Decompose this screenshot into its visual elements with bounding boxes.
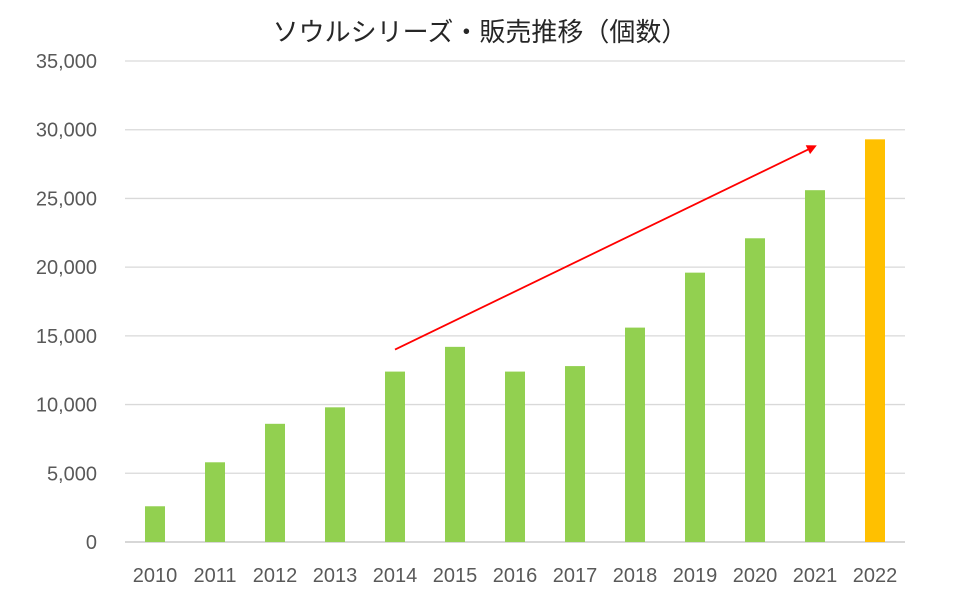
x-tick-label: 2014 bbox=[373, 565, 418, 587]
y-tick-label: 0 bbox=[86, 532, 97, 554]
bar-2014 bbox=[385, 371, 405, 542]
bar-2022 bbox=[865, 139, 885, 542]
x-tick-label: 2012 bbox=[253, 565, 298, 587]
bar-2013 bbox=[325, 407, 345, 542]
x-tick-label: 2017 bbox=[553, 565, 598, 587]
bar-2017 bbox=[565, 366, 585, 542]
x-tick-label: 2013 bbox=[313, 565, 358, 587]
trend-arrow bbox=[394, 145, 817, 351]
x-tick-label: 2018 bbox=[613, 565, 658, 587]
y-tick-label: 35,000 bbox=[36, 51, 97, 73]
bar-2016 bbox=[505, 371, 525, 542]
bar-2015 bbox=[445, 346, 465, 542]
bar-2020 bbox=[745, 238, 765, 543]
y-tick-label: 10,000 bbox=[36, 395, 97, 417]
x-tick-label: 2016 bbox=[493, 565, 538, 587]
y-tick-label: 15,000 bbox=[36, 326, 97, 348]
bar-2010 bbox=[145, 506, 165, 542]
bar-2011 bbox=[205, 462, 225, 542]
annotations bbox=[394, 145, 817, 351]
x-tick-label: 2015 bbox=[433, 565, 478, 587]
bars bbox=[145, 139, 885, 543]
x-tick-label: 2010 bbox=[133, 565, 178, 587]
x-tick-label: 2011 bbox=[193, 565, 236, 587]
x-axis-ticks: 2010 2011 2012 2013 2014 2015 2016 2017 2018 2019… bbox=[133, 565, 898, 587]
x-tick-label: 2020 bbox=[733, 565, 778, 587]
y-tick-label: 5,000 bbox=[47, 463, 97, 485]
x-tick-label: 2019 bbox=[673, 565, 718, 587]
y-tick-label: 30,000 bbox=[36, 120, 97, 142]
bar-2018 bbox=[625, 327, 645, 542]
x-tick-label: 2021 bbox=[793, 565, 838, 587]
y-tick-label: 25,000 bbox=[36, 188, 97, 210]
chart-title: ソウルシリーズ・販売推移（個数） bbox=[272, 18, 688, 48]
y-axis-ticks: 0 5,000 10,000 15,000 20,000 25,000 30,000 35,0… bbox=[36, 51, 97, 554]
x-tick-label: 2022 bbox=[853, 565, 898, 587]
bar-2019 bbox=[685, 272, 705, 542]
bar-2012 bbox=[265, 423, 285, 542]
bar-2021 bbox=[805, 190, 825, 542]
y-tick-label: 20,000 bbox=[36, 257, 97, 279]
